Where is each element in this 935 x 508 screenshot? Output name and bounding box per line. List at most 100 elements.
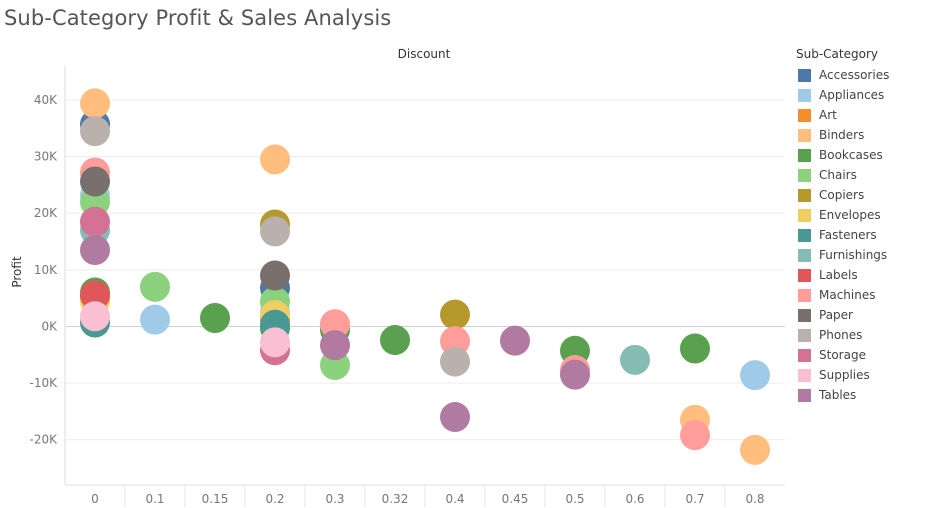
data-point-appliances[interactable]	[140, 304, 170, 335]
data-point-phones[interactable]	[440, 346, 470, 377]
legend-swatch	[798, 288, 811, 302]
x-axis-label: Discount	[398, 47, 451, 61]
x-tick-label: 0.6	[625, 492, 644, 506]
legend-item-labels[interactable]: Labels	[796, 265, 889, 285]
data-point-furnishings[interactable]	[620, 344, 650, 375]
legend-label: Binders	[819, 128, 865, 142]
legend-item-binders[interactable]: Binders	[796, 125, 889, 145]
legend-swatch	[798, 308, 811, 322]
data-point-machines[interactable]	[680, 420, 710, 451]
y-tick-label: 20K	[34, 206, 58, 220]
data-point-paper[interactable]	[260, 260, 290, 291]
data-point-bookcases[interactable]	[680, 333, 710, 364]
grid-lines	[65, 99, 785, 441]
data-point-machines[interactable]	[320, 309, 350, 340]
legend-swatch	[798, 68, 811, 82]
legend-swatch	[798, 228, 811, 242]
axes: 40K 30K 20K 10K 0K -10K -20K 0 0.1 0.15 0.2 0.3 0.32…	[30, 66, 785, 507]
data-point-copiers[interactable]	[440, 299, 470, 330]
legend-item-envelopes[interactable]: Envelopes	[796, 205, 889, 225]
legend-swatch	[798, 88, 811, 102]
scatter-chart: 40K 30K 20K 10K 0K -10K -20K 0 0.1 0.15 0.2 0.3 0.32…	[10, 47, 785, 507]
y-tick-label: 40K	[34, 93, 58, 107]
x-tick-label: 0.2	[265, 492, 284, 506]
data-point-paper[interactable]	[80, 166, 110, 197]
legend-label: Furnishings	[819, 248, 888, 262]
legend-title: Sub-Category	[796, 47, 878, 61]
legend-label: Fasteners	[819, 228, 877, 242]
legend-swatch	[798, 108, 811, 122]
legend-item-art[interactable]: Art	[796, 105, 889, 125]
data-point-bookcases[interactable]	[380, 325, 410, 356]
legend-label: Accessories	[819, 68, 890, 82]
legend-item-paper[interactable]: Paper	[796, 305, 889, 325]
y-tick-label: 0K	[41, 319, 58, 333]
data-point-supplies[interactable]	[260, 327, 290, 358]
legend-item-furnishings[interactable]: Furnishings	[796, 245, 889, 265]
legend-item-accessories[interactable]: Accessories	[796, 65, 889, 85]
chart-title: Sub-Category Profit & Sales Analysis	[4, 6, 392, 30]
data-points	[80, 88, 770, 465]
x-tick-label: 0.1	[145, 492, 164, 506]
data-point-tables[interactable]	[440, 402, 470, 433]
legend-label: Phones	[819, 328, 863, 342]
data-point-tables[interactable]	[80, 235, 110, 266]
x-tick-label: 0	[91, 492, 99, 506]
legend-item-appliances[interactable]: Appliances	[796, 85, 889, 105]
x-tick-label: 0.45	[502, 492, 529, 506]
legend-swatch	[798, 168, 811, 182]
legend-item-bookcases[interactable]: Bookcases	[796, 145, 889, 165]
legend-item-phones[interactable]: Phones	[796, 325, 889, 345]
legend-item-tables[interactable]: Tables	[796, 385, 889, 405]
data-point-bookcases[interactable]	[200, 302, 230, 333]
data-point-tables[interactable]	[500, 325, 530, 356]
legend-swatch	[798, 208, 811, 222]
x-tick-label: 0.4	[445, 492, 464, 506]
legend-label: Labels	[819, 268, 858, 282]
data-point-supplies[interactable]	[80, 301, 110, 332]
data-point-tables[interactable]	[320, 330, 350, 361]
legend-label: Paper	[819, 308, 853, 322]
legend-label: Copiers	[819, 188, 865, 202]
y-tick-label: 30K	[34, 150, 58, 164]
x-tick-label: 0.5	[565, 492, 584, 506]
legend-item-supplies[interactable]: Supplies	[796, 365, 889, 385]
x-tick-label: 0.32	[382, 492, 409, 506]
legend-label: Bookcases	[819, 148, 883, 162]
y-tick-label: 10K	[34, 263, 58, 277]
legend-label: Chairs	[819, 168, 857, 182]
x-tick-label: 0.15	[202, 492, 229, 506]
data-point-binders[interactable]	[80, 88, 110, 119]
data-point-chairs[interactable]	[140, 271, 170, 302]
data-point-storage[interactable]	[80, 206, 110, 237]
legend-item-chairs[interactable]: Chairs	[796, 165, 889, 185]
legend-label: Tables	[819, 388, 857, 402]
legend-swatch	[798, 148, 811, 162]
data-point-tables[interactable]	[560, 359, 590, 390]
legend: Sub-Category Accessories Appliances Art Bin…	[796, 46, 889, 405]
legend-swatch	[798, 348, 811, 362]
legend-item-storage[interactable]: Storage	[796, 345, 889, 365]
legend-item-machines[interactable]: Machines	[796, 285, 889, 305]
data-point-appliances[interactable]	[740, 360, 770, 391]
x-tick-label: 0.8	[745, 492, 764, 506]
legend-item-copiers[interactable]: Copiers	[796, 185, 889, 205]
data-point-labels[interactable]	[80, 280, 110, 311]
y-tick-label: -20K	[30, 433, 59, 447]
legend-label: Art	[819, 108, 837, 122]
legend-label: Machines	[819, 288, 876, 302]
data-point-phones[interactable]	[260, 216, 290, 247]
legend-label: Envelopes	[819, 208, 881, 222]
legend-item-fasteners[interactable]: Fasteners	[796, 225, 889, 245]
data-point-binders[interactable]	[260, 144, 290, 175]
legend-swatch	[798, 368, 811, 382]
x-tick-label: 0.3	[325, 492, 344, 506]
legend-swatch	[798, 388, 811, 402]
y-axis-label: Profit	[10, 256, 24, 288]
legend-swatch	[798, 268, 811, 282]
legend-swatch	[798, 328, 811, 342]
data-point-phones[interactable]	[80, 116, 110, 147]
data-point-binders[interactable]	[740, 434, 770, 465]
legend-label: Storage	[819, 348, 866, 362]
y-tick-label: -10K	[30, 376, 59, 390]
